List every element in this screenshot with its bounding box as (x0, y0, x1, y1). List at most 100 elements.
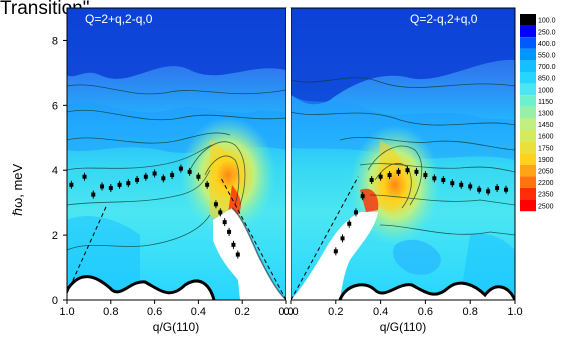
dispersion-point (69, 182, 74, 187)
colorbar-swatch (520, 106, 536, 119)
colorbar-label: 100.0 (538, 18, 556, 25)
colorbar-label: 2200 (538, 180, 554, 187)
dispersion-point (378, 174, 383, 179)
colorbar-label: 1600 (538, 134, 554, 141)
y-tick-label: 4 (52, 165, 58, 177)
panel-separator (286, 8, 291, 300)
colorbar-swatch (520, 188, 536, 200)
dispersion-point (143, 174, 148, 179)
dispersion-point (108, 186, 113, 191)
colorbar-label: 700.0 (538, 64, 556, 71)
x-tick-label: 0.0 (278, 306, 293, 318)
dispersion-point (196, 174, 201, 179)
x-tick-label: 0.6 (147, 306, 162, 318)
colorbar-swatch (520, 37, 536, 49)
y-axis: 0 2 4 6 8 (52, 35, 67, 307)
dispersion-point (486, 189, 491, 194)
right-x-axis-label: q/G(110) (380, 320, 426, 334)
dispersion-point (396, 169, 401, 174)
colorbar-label: 2350 (538, 192, 554, 199)
left-panel-title: Q=2+q,2-q,0 (85, 12, 153, 26)
dispersion-point (205, 182, 210, 187)
x-tick-label: 0.2 (235, 306, 250, 318)
colorbar-swatch (520, 141, 536, 154)
x-tick-label: 0.4 (191, 306, 206, 318)
dispersion-point (231, 242, 236, 247)
colorbar-label: 250.0 (538, 29, 556, 36)
dashed-guide-line (290, 176, 359, 301)
dispersion-point (235, 252, 240, 257)
colorbar-swatch (520, 95, 536, 107)
dispersion-point (459, 182, 464, 187)
dispersion-point (178, 166, 183, 171)
dispersion-point (360, 194, 365, 199)
dispersion-point (135, 177, 140, 182)
dashed-guide-line (219, 176, 287, 301)
colorbar-label: 1450 (538, 122, 554, 129)
dispersion-point (100, 184, 105, 189)
dispersion-point (82, 174, 87, 179)
right-panel-map (291, 8, 515, 300)
x-tick-label: 0.2 (328, 306, 343, 318)
right-panel-title: Q=2-q,2+q,0 (410, 12, 478, 26)
colorbar-label: 1150 (538, 99, 553, 106)
y-tick-label: 6 (52, 100, 58, 112)
dispersion-point (432, 176, 437, 181)
dispersion-point (353, 210, 358, 215)
left-x-axis-label: q/G(110) (153, 320, 199, 334)
dispersion-point (152, 171, 157, 176)
dispersion-point (414, 169, 419, 174)
x-tick-label: 0.0 (283, 306, 298, 318)
dispersion-point (333, 249, 338, 254)
dispersion-point (450, 181, 455, 186)
colorbar-swatch (520, 176, 536, 188)
right-x-axis: 0.0 0.2 0.4 0.6 0.8 1.0 (283, 300, 523, 318)
dashed-guide-line (66, 205, 107, 294)
left-panel-points (66, 164, 287, 301)
colorbar-swatch (520, 130, 536, 142)
dispersion-point (387, 173, 392, 178)
right-panel-points (290, 166, 509, 301)
dispersion-point (170, 173, 175, 178)
dispersion-point (504, 187, 509, 192)
colorbar-swatch (520, 83, 536, 96)
x-tick-label: 1.0 (59, 306, 74, 318)
colorbar-label: 1900 (538, 157, 554, 164)
colorbar-label: 400.0 (538, 41, 556, 48)
colorbar-swatch (520, 199, 536, 212)
x-tick-label: 0.8 (463, 306, 478, 318)
colorbar: 100.0 250.0 400.0 550.0 700.0 850.0 1000 1150 13… (520, 14, 556, 212)
y-tick-label: 0 (52, 295, 58, 307)
dispersion-point (405, 168, 410, 173)
y-tick-label: 2 (52, 230, 58, 242)
colorbar-label: 1300 (538, 111, 554, 118)
dispersion-point (218, 210, 223, 215)
colorbar-swatch (520, 153, 536, 165)
colorbar-swatch (520, 164, 536, 177)
y-axis-label: ℏω, meV (10, 164, 25, 217)
colorbar-label: 850.0 (538, 76, 556, 83)
y-tick-label: 8 (52, 35, 58, 47)
x-tick-label: 0.4 (373, 306, 388, 318)
colorbar-label: 1000 (538, 87, 554, 94)
x-tick-label: 1.0 (507, 306, 522, 318)
left-x-axis: 1.0 0.8 0.6 0.4 0.2 0.0 (59, 300, 294, 318)
dispersion-point (495, 186, 500, 191)
dispersion-point (117, 182, 122, 187)
colorbar-label: 1750 (538, 145, 554, 152)
colorbar-swatch (520, 25, 536, 38)
dispersion-point (161, 176, 166, 181)
dispersion-point (91, 192, 96, 197)
left-panel-map (67, 8, 286, 300)
dispersion-point (222, 220, 227, 225)
colorbar-label: 550.0 (538, 53, 556, 60)
dispersion-point (347, 221, 352, 226)
colorbar-swatch (520, 118, 536, 130)
colorbar-swatch (520, 60, 536, 72)
dispersion-point (126, 181, 131, 186)
colorbar-label: 2050 (538, 169, 554, 176)
colorbar-swatch (520, 14, 536, 26)
dispersion-point (441, 177, 446, 182)
x-tick-label: 0.8 (103, 306, 118, 318)
